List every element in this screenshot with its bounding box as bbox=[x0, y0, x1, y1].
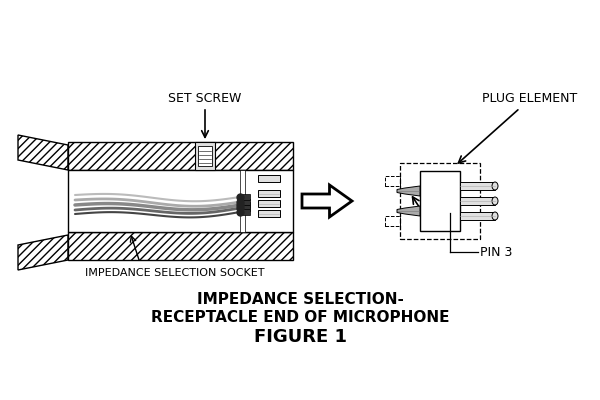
Bar bbox=[68, 232, 293, 260]
Text: PLUG ELEMENT: PLUG ELEMENT bbox=[482, 92, 578, 105]
Ellipse shape bbox=[492, 197, 498, 205]
Polygon shape bbox=[397, 186, 420, 196]
Polygon shape bbox=[18, 135, 68, 170]
Bar bbox=[238, 202, 250, 208]
Text: SET SCREW: SET SCREW bbox=[169, 92, 242, 105]
Bar bbox=[258, 200, 280, 207]
Bar bbox=[258, 190, 280, 197]
Bar bbox=[238, 194, 250, 200]
Bar bbox=[68, 170, 293, 232]
Bar bbox=[238, 205, 250, 211]
Bar bbox=[400, 163, 480, 239]
Polygon shape bbox=[302, 185, 352, 217]
Bar bbox=[240, 170, 245, 232]
Bar bbox=[68, 142, 293, 170]
Text: PIN 3: PIN 3 bbox=[480, 246, 512, 258]
Bar bbox=[420, 171, 460, 231]
Ellipse shape bbox=[492, 212, 498, 220]
Bar bbox=[198, 146, 212, 166]
Bar bbox=[460, 182, 495, 190]
Ellipse shape bbox=[492, 182, 498, 190]
Polygon shape bbox=[18, 235, 68, 270]
Bar bbox=[385, 176, 400, 186]
Text: IMPEDANCE SELECTION SOCKET: IMPEDANCE SELECTION SOCKET bbox=[85, 268, 265, 278]
Bar bbox=[238, 199, 250, 205]
Bar bbox=[460, 212, 495, 220]
Text: FIGURE 1: FIGURE 1 bbox=[254, 328, 347, 346]
Bar bbox=[238, 209, 250, 215]
Bar bbox=[195, 142, 215, 170]
Bar bbox=[460, 197, 495, 205]
Text: IMPEDANCE SELECTION-: IMPEDANCE SELECTION- bbox=[197, 292, 403, 308]
Text: RECEPTACLE END OF MICROPHONE: RECEPTACLE END OF MICROPHONE bbox=[151, 310, 449, 324]
Bar bbox=[258, 175, 280, 182]
Polygon shape bbox=[397, 206, 420, 216]
Bar bbox=[258, 210, 280, 217]
Bar bbox=[385, 216, 400, 226]
